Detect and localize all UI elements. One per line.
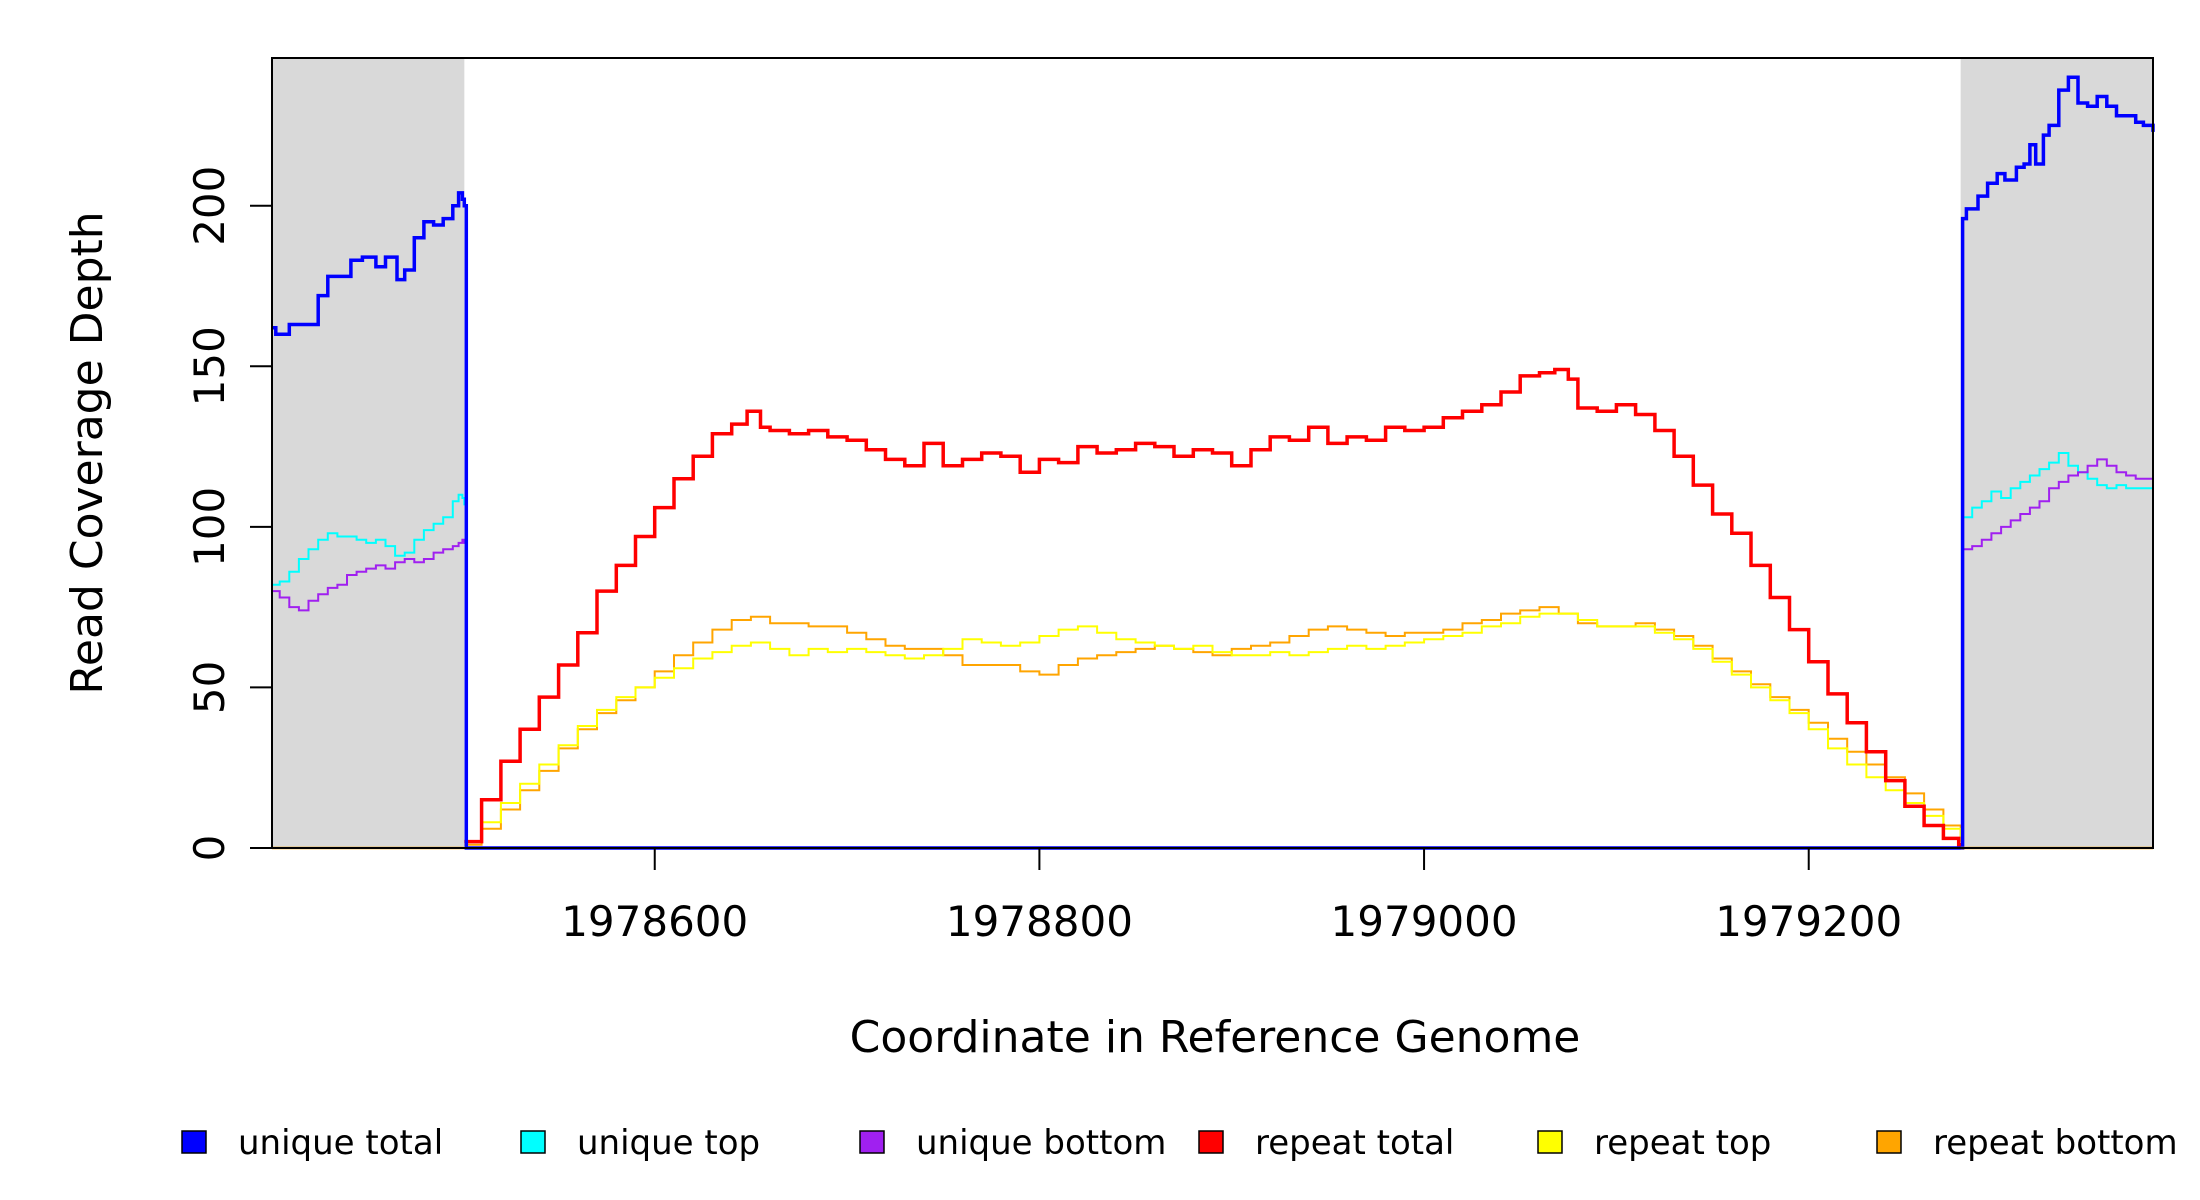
legend-swatch-repeat-top (1537, 1130, 1563, 1154)
legend-swatch-unique-bottom (859, 1130, 885, 1154)
x-tick-label: 1979200 (1715, 897, 1902, 946)
legend-label-unique-total: unique total (238, 1123, 443, 1163)
series-line-repeat-bottom (464, 606, 1962, 846)
y-axis: 0 50 100 150 200 (185, 166, 272, 862)
series-line-unique-top (272, 452, 2154, 849)
shaded-regions (272, 58, 2153, 848)
y-tick-label: 50 (185, 661, 234, 714)
legend-swatch-repeat-total (1198, 1130, 1224, 1154)
series-line-unique-total (272, 75, 2155, 850)
series-line-unique-bottom (272, 458, 2154, 849)
series-line-repeat-top (464, 612, 1962, 843)
legend-swatch-repeat-bottom (1876, 1130, 1902, 1154)
legend-label-unique-top: unique top (577, 1123, 760, 1163)
y-tick-label: 150 (185, 326, 234, 406)
series-lines (272, 75, 2155, 850)
x-tick-label: 1978600 (561, 897, 748, 946)
legend-label-repeat-total: repeat total (1255, 1123, 1454, 1163)
legend: unique total unique top unique bottom repea… (181, 1123, 2178, 1163)
series-line-repeat-total (464, 367, 1963, 848)
x-tick-label: 1979000 (1331, 897, 1518, 946)
legend-swatch-unique-top (520, 1130, 546, 1154)
shaded-region-1 (272, 58, 465, 848)
plot-frame (271, 57, 2154, 849)
x-tick-label: 1978800 (946, 897, 1133, 946)
y-axis-title: Read Coverage Depth (62, 211, 113, 694)
shaded-region-2 (1960, 58, 2153, 848)
y-tick-label: 200 (185, 166, 234, 246)
legend-label-repeat-bottom: repeat bottom (1933, 1123, 2178, 1163)
y-tick-label: 100 (185, 487, 234, 567)
x-axis-title: Coordinate in Reference Genome (850, 1012, 1581, 1063)
x-axis: 1978600 1978800 1979000 1979200 (561, 848, 1902, 946)
legend-label-unique-bottom: unique bottom (916, 1123, 1166, 1163)
legend-label-repeat-top: repeat top (1594, 1123, 1771, 1163)
y-tick-label: 0 (185, 835, 234, 862)
legend-swatch-unique-total (181, 1130, 207, 1154)
